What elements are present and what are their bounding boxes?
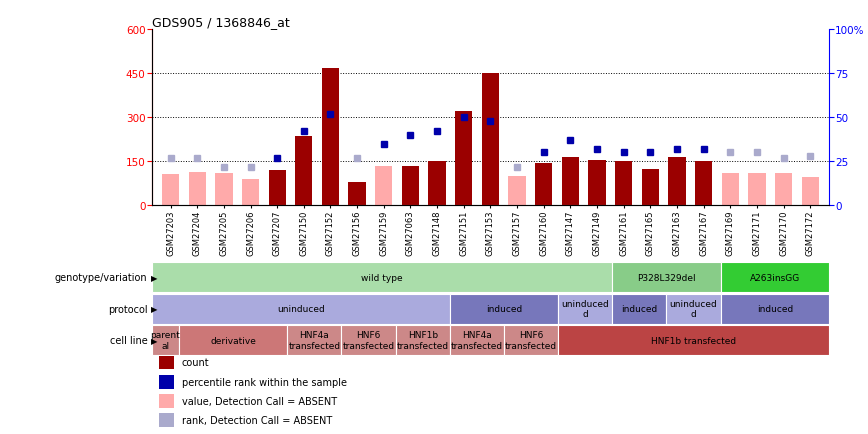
- Bar: [509, 177, 526, 206]
- Bar: [482, 74, 499, 206]
- Text: uninduced
d: uninduced d: [669, 299, 718, 319]
- Bar: [152, 294, 450, 324]
- Bar: [562, 158, 579, 206]
- Text: parent
al: parent al: [150, 331, 181, 350]
- Text: percentile rank within the sample: percentile rank within the sample: [181, 378, 346, 388]
- Text: genotype/variation: genotype/variation: [55, 273, 148, 283]
- Text: HNF6
transfected: HNF6 transfected: [505, 331, 557, 350]
- Bar: [802, 178, 819, 206]
- Bar: [152, 263, 612, 293]
- Bar: [450, 325, 504, 355]
- Bar: [558, 325, 829, 355]
- Bar: [775, 174, 792, 206]
- Text: HNF4a
transfected: HNF4a transfected: [450, 331, 503, 350]
- Bar: [429, 162, 446, 206]
- Text: ▶: ▶: [151, 273, 157, 282]
- Text: cell line: cell line: [110, 335, 148, 345]
- Text: protocol: protocol: [108, 304, 148, 314]
- Text: A263insGG: A263insGG: [750, 273, 800, 282]
- Text: ▶: ▶: [151, 336, 157, 345]
- Bar: [375, 166, 392, 206]
- Text: derivative: derivative: [210, 336, 256, 345]
- Bar: [396, 325, 450, 355]
- Bar: [215, 174, 233, 206]
- Text: HNF1b transfected: HNF1b transfected: [651, 336, 736, 345]
- Text: induced: induced: [486, 305, 522, 313]
- Text: HNF1b
transfected: HNF1b transfected: [397, 331, 449, 350]
- Bar: [152, 325, 179, 355]
- Bar: [641, 169, 659, 206]
- Bar: [341, 325, 396, 355]
- Bar: [268, 171, 286, 206]
- Bar: [162, 175, 179, 206]
- Bar: [589, 161, 606, 206]
- Bar: [450, 294, 558, 324]
- Bar: [667, 294, 720, 324]
- Bar: [160, 394, 174, 408]
- Bar: [179, 325, 287, 355]
- Text: uninduced: uninduced: [277, 305, 325, 313]
- Bar: [695, 162, 713, 206]
- Bar: [535, 163, 552, 206]
- Bar: [402, 166, 419, 206]
- Text: HNF4a
transfected: HNF4a transfected: [288, 331, 340, 350]
- Bar: [668, 158, 686, 206]
- Text: P328L329del: P328L329del: [637, 273, 696, 282]
- Bar: [160, 375, 174, 389]
- Bar: [615, 162, 633, 206]
- Bar: [720, 263, 829, 293]
- Bar: [612, 294, 667, 324]
- Text: ▶: ▶: [151, 305, 157, 313]
- Bar: [504, 325, 558, 355]
- Bar: [242, 179, 260, 206]
- Bar: [322, 69, 339, 206]
- Text: HNF6
transfected: HNF6 transfected: [343, 331, 395, 350]
- Text: induced: induced: [757, 305, 792, 313]
- Bar: [612, 263, 720, 293]
- Bar: [721, 174, 739, 206]
- Bar: [720, 294, 829, 324]
- Text: count: count: [181, 357, 209, 367]
- Text: wild type: wild type: [361, 273, 403, 282]
- Bar: [188, 172, 206, 206]
- Bar: [160, 355, 174, 369]
- Bar: [558, 294, 612, 324]
- Text: induced: induced: [621, 305, 657, 313]
- Text: rank, Detection Call = ABSENT: rank, Detection Call = ABSENT: [181, 415, 332, 425]
- Text: uninduced
d: uninduced d: [562, 299, 609, 319]
- Bar: [295, 137, 312, 206]
- Text: value, Detection Call = ABSENT: value, Detection Call = ABSENT: [181, 396, 337, 406]
- Bar: [455, 112, 472, 206]
- Bar: [160, 413, 174, 427]
- Bar: [348, 182, 365, 206]
- Bar: [748, 174, 766, 206]
- Text: GDS905 / 1368846_at: GDS905 / 1368846_at: [152, 16, 290, 29]
- Bar: [287, 325, 341, 355]
